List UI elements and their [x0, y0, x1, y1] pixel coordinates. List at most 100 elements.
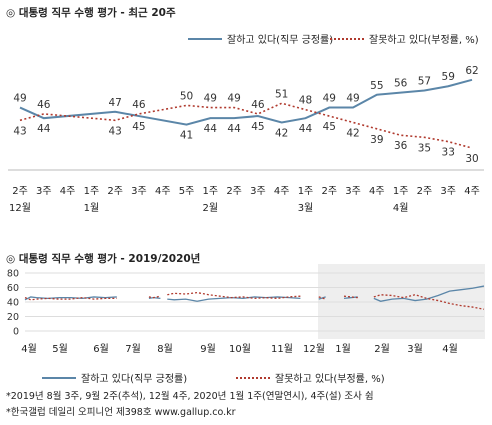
chart1-data-label-positive: 45 [251, 121, 264, 133]
chart1-legend-positive: 잘하고 있다(직무 긍정률) [188, 31, 333, 46]
chart1-x-tick-week: 1주 [393, 186, 409, 197]
chart1-data-label-positive: 49 [13, 93, 26, 105]
chart1-data-label-positive: 42 [275, 127, 288, 139]
chart1-x-tick-week: 4주 [369, 186, 385, 197]
chart1-data-label-positive: 57 [418, 75, 431, 87]
chart1-x-tick-week: 1주 [298, 186, 314, 197]
chart1-x-tick-week: 3주 [36, 186, 52, 197]
chart1-x-tick-week: 2주 [321, 186, 337, 197]
chart2-x-tick-label: 4월 [442, 343, 458, 355]
chart2-y-tick-label: 80 [7, 269, 19, 280]
chart1-x-tick-week: 1주 [84, 186, 100, 197]
chart1-data-label-negative: 48 [299, 95, 312, 107]
chart1-data-label-negative: 43 [13, 125, 26, 137]
chart1-x-tick-month: 3월 [298, 202, 314, 214]
chart1-x-tick-week: 3주 [250, 186, 266, 197]
legend-label-negative: 잘못하고 있다(부정률, %) [369, 35, 479, 46]
chart2-series-negative-line [318, 296, 326, 300]
chart1-data-label-positive: 44 [227, 123, 241, 135]
chart1-x-tick-week: 4주 [60, 186, 76, 197]
chart1-data-label-positive: 49 [323, 93, 336, 105]
chart1-data-label-negative: 46 [37, 99, 51, 111]
chart1-data-label-positive: 49 [346, 93, 359, 105]
chart1-series-positive-line [19, 78, 473, 126]
chart2-x-tick-label: 11월 [271, 343, 293, 355]
chart1-data-label-negative: 51 [275, 88, 288, 100]
chart2-series-positive-line [343, 296, 358, 300]
chart1-plot: 2주 12월 3주 4주 1주 1월 2주 3주 4주 5주 1주 2월 2주 3주 4주 1주 3월 2주 3주 4… [8, 65, 484, 214]
chart1-x-tick-week: 5주 [179, 186, 195, 197]
chart1-x-tick-week: 2주 [417, 186, 433, 197]
chart2-series-positive-line [373, 285, 485, 302]
chart1-legend-negative: 잘못하고 있다(부정률, %) [330, 31, 479, 46]
chart1-data-label-negative: 36 [394, 140, 408, 152]
legend2-swatch-positive [42, 376, 76, 379]
chart1-x-tick-month: 12월 [9, 202, 31, 214]
chart1-data-label-negative: 49 [227, 93, 240, 105]
chart1-data-label-positive: 47 [108, 97, 121, 109]
chart1-data-label-positive: 44 [204, 123, 218, 135]
chart1-x-tick-week: 2주 [226, 186, 242, 197]
chart1-data-label-positive: 44 [299, 123, 313, 135]
chart2-x-tick-label: 10월 [229, 343, 251, 355]
chart1-x-tick-week: 4주 [155, 186, 171, 197]
footnote-1: *2019년 8월 3주, 9월 2주(추석), 12월 4주, 2020년 1… [6, 391, 374, 402]
chart2-series-negative-line [373, 294, 485, 310]
chart1-data-label-negative: 43 [108, 125, 121, 137]
chart1-data-label-negative: 46 [251, 99, 265, 111]
footnote-2: *한국갤럽 데일리 오피니언 제398호 www.gallup.co.kr [6, 407, 236, 418]
chart1-data-label-negative: 33 [442, 147, 455, 159]
chart2-x-tick-label: 5월 [52, 343, 68, 355]
chart1-x-tick-week: 4주 [464, 186, 480, 197]
chart1-data-label-negative: 42 [346, 127, 359, 139]
chart1-x-tick-month: 2월 [203, 202, 219, 214]
chart1-data-label-negative: 35 [418, 142, 431, 154]
chart2-x-tick-label: 1월 [335, 343, 351, 355]
chart1-data-label-positive: 59 [442, 71, 455, 83]
chart1-x-tick-week: 4주 [274, 186, 290, 197]
chart1-data-label-negative: 49 [204, 93, 217, 105]
chart2-x-tick-label: 6월 [93, 343, 109, 355]
legend2-swatch-negative [236, 376, 270, 379]
chart1-x-tick-week: 3주 [131, 186, 147, 197]
chart1-data-label-positive: 56 [394, 78, 408, 90]
chart2-series-positive-line [318, 296, 326, 300]
chart1-data-label-negative: 45 [323, 121, 336, 133]
chart2-x-tick-label: 12월 [303, 343, 325, 355]
chart1-title: ◎ 대통령 직무 수행 평가 - 최근 20주 [6, 7, 176, 19]
legend-label-positive: 잘하고 있다(직무 긍정률) [227, 35, 334, 46]
chart2-x-tick-label: 3월 [407, 343, 423, 355]
chart1-x-tick-week: 2주 [107, 186, 123, 197]
chart1-data-label-negative: 39 [370, 134, 383, 146]
chart2-series-negative-line [24, 296, 117, 301]
chart2-y-tick-label: 0 [13, 327, 19, 338]
chart2-x-tick-label: 8월 [157, 343, 173, 355]
chart2-x-tick-label: 4월 [21, 343, 37, 355]
chart2-legend-negative: 잘못하고 있다(부정률, %) [236, 370, 385, 385]
chart2-series-positive-line [167, 296, 301, 302]
chart1-x-tick-week: 2주 [12, 186, 28, 197]
chart1-data-label-positive: 45 [132, 121, 145, 133]
chart1-series-negative-line [19, 102, 473, 149]
legend-swatch-negative [330, 37, 364, 40]
chart1-data-label-negative: 50 [180, 90, 193, 102]
chart1-data-label-positive: 62 [465, 65, 478, 77]
chart2-y-tick-label: 60 [7, 283, 19, 294]
chart2-y-tick-label: 40 [7, 298, 19, 309]
chart1-x-tick-month: 1월 [84, 202, 100, 214]
chart1-data-label-negative: 30 [465, 153, 478, 165]
legend2-label-negative: 잘못하고 있다(부정률, %) [275, 374, 385, 385]
chart2-series-positive-line [24, 296, 117, 301]
chart2-x-tick-label: 2월 [374, 343, 390, 355]
chart2-series-negative-line [148, 295, 161, 299]
chart2-x-tick-label: 7월 [125, 343, 141, 355]
legend-swatch-positive [188, 37, 222, 40]
legend2-label-positive: 잘하고 있다(직무 긍정률) [81, 374, 188, 385]
chart1-data-label-positive: 41 [180, 130, 193, 142]
chart1-data-label-positive: 44 [37, 123, 51, 135]
chart1-x-tick-month: 4월 [393, 202, 409, 214]
chart2-x-tick-label: 9월 [200, 343, 216, 355]
chart1-x-tick-week: 1주 [203, 186, 219, 197]
chart1-x-tick-week: 3주 [345, 186, 361, 197]
